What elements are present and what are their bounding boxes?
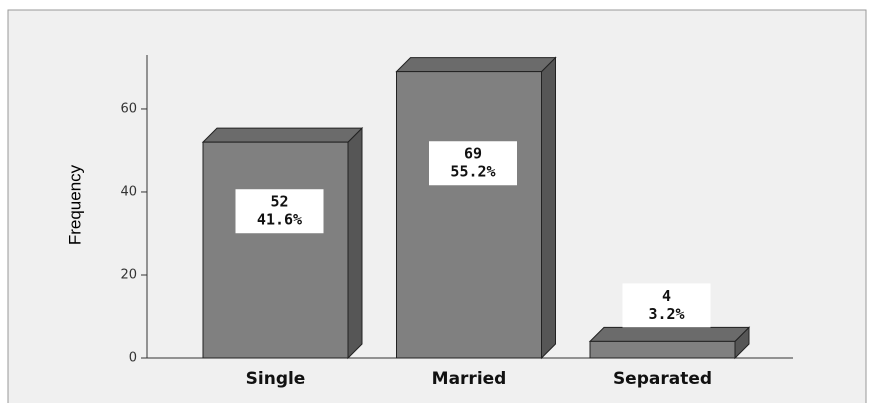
bar [395,56,557,360]
bar [588,326,751,360]
y-axis-label: Frequency [65,164,84,245]
bar-top [395,57,557,73]
y-tick-label: 40 [120,184,137,199]
y-tick-label: 0 [129,351,137,366]
data-label: 4 [662,287,671,305]
bar-side [541,56,556,360]
data-label-box [622,283,711,328]
bar-side [347,126,363,360]
bar-top [201,127,364,143]
percent-label: 41.6% [257,211,302,229]
data-label-box [429,141,517,186]
x-tick-label: Married [432,369,507,389]
x-tick-label: Separated [613,369,712,389]
percent-label: 55.2% [450,163,495,181]
bar-front [202,141,349,359]
data-label: 69 [464,145,482,163]
bar-top [588,326,751,342]
data-label: 52 [270,193,288,211]
bar-front [589,340,736,359]
bar-front [396,71,542,359]
bar [201,126,364,360]
x-tick-label: Single [246,369,306,389]
y-tick-label: 60 [120,101,137,116]
data-label-box [235,189,324,234]
percent-label: 3.2% [648,305,684,323]
y-tick-label: 20 [120,267,137,282]
